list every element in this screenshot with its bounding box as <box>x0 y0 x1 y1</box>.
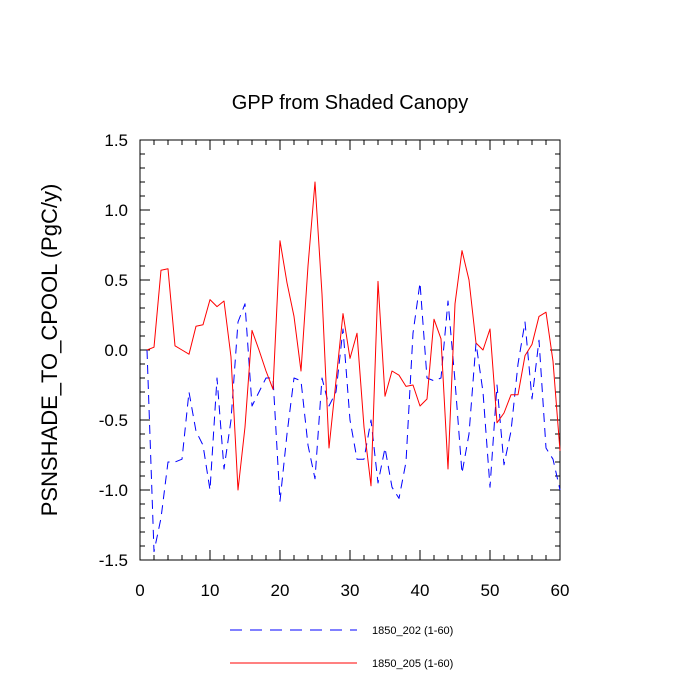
x-tick-label: 10 <box>201 581 220 600</box>
y-tick-label: -1.5 <box>99 551 128 570</box>
x-tick-label: 60 <box>551 581 570 600</box>
axis-ticks <box>139 139 561 561</box>
y-tick-label: 1.5 <box>104 131 128 150</box>
plot-frame <box>139 139 561 561</box>
series-line-1850-202 <box>146 282 561 553</box>
chart-title: GPP from Shaded Canopy <box>232 92 468 114</box>
x-tick-label: 0 <box>135 581 144 600</box>
y-tick-label: 1.0 <box>104 201 128 220</box>
series-lines <box>146 181 561 553</box>
series-line-1850-205 <box>146 181 561 491</box>
axis-tick-labels: 0 10 20 30 40 50 60 -1.5 -1.0 -0.5 0.0 0.5 1.0 1.5 <box>99 131 570 600</box>
legend-label-1850-205: 1850_205 (1-60) <box>372 658 453 670</box>
legend-label-1850-202: 1850_202 (1-60) <box>372 625 453 637</box>
x-tick-label: 50 <box>481 581 500 600</box>
x-tick-label: 30 <box>341 581 360 600</box>
y-tick-label: -0.5 <box>99 411 128 430</box>
legend: 1850_202 (1-60) 1850_205 (1-60) <box>230 625 453 670</box>
y-tick-label: 0.5 <box>104 271 128 290</box>
y-tick-label: -1.0 <box>99 481 128 500</box>
x-tick-label: 20 <box>271 581 290 600</box>
y-axis-label: PSNSHADE_TO_CPOOL (PgC/y) <box>37 184 62 517</box>
y-tick-label: 0.0 <box>104 341 128 360</box>
x-tick-label: 40 <box>411 581 430 600</box>
